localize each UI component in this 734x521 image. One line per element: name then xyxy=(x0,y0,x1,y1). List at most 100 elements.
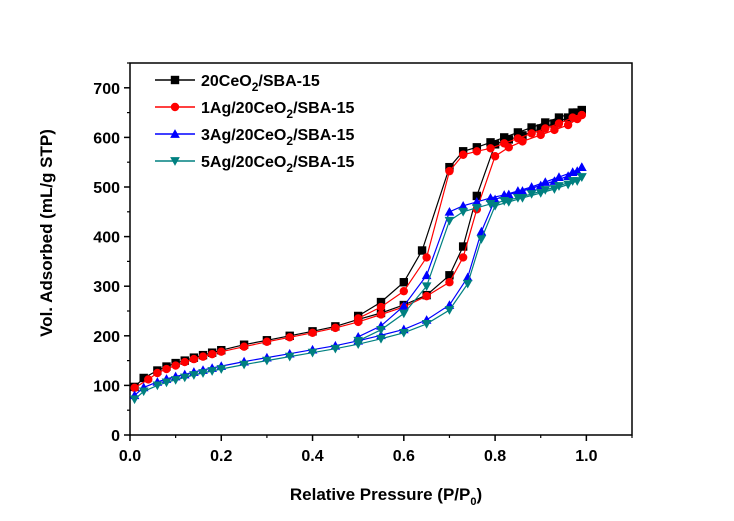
data-point xyxy=(129,395,140,405)
data-point xyxy=(189,371,199,380)
legend-label: 3Ag/20CeO2/SBA-15 xyxy=(201,127,355,148)
data-point xyxy=(162,364,171,374)
data-point xyxy=(554,119,564,128)
legend: 20CeO2/SBA-151Ag/20CeO2/SBA-153Ag/20CeO2… xyxy=(155,73,355,175)
data-point xyxy=(462,279,473,289)
plot-border xyxy=(129,62,633,436)
data-point xyxy=(486,138,495,147)
data-point xyxy=(144,375,153,384)
y-tick-label: 100 xyxy=(93,378,120,395)
x-axis-title-main: Relative Pressure (P/P xyxy=(290,485,470,504)
data-point xyxy=(458,207,468,217)
data-point xyxy=(499,190,510,199)
data-point xyxy=(541,124,550,133)
x-tick-label: 1.0 xyxy=(575,448,597,465)
data-point xyxy=(262,356,272,366)
data-point xyxy=(398,301,409,310)
data-point xyxy=(139,373,148,383)
data-point xyxy=(541,118,550,127)
legend-marker xyxy=(170,102,180,112)
legend-label-part: /SBA-15 xyxy=(293,127,354,144)
data-point xyxy=(198,352,208,361)
data-point xyxy=(485,193,496,202)
y-tick-label: 300 xyxy=(93,279,120,296)
y-tick-label: 0 xyxy=(111,428,120,445)
legend-marker xyxy=(170,129,180,138)
data-point xyxy=(554,172,564,181)
legend-label-part: /SBA-15 xyxy=(293,154,354,171)
data-point xyxy=(573,108,582,117)
legend-label: 5Ag/20CeO2/SBA-15 xyxy=(201,154,355,175)
data-point xyxy=(153,368,162,378)
data-point xyxy=(171,361,180,370)
data-point xyxy=(472,191,482,201)
data-point xyxy=(486,144,495,153)
series-line-adsorption xyxy=(134,166,583,396)
series-layer xyxy=(129,105,587,405)
data-point xyxy=(472,147,482,156)
data-point xyxy=(563,120,573,130)
data-point xyxy=(376,297,386,307)
data-point xyxy=(331,323,340,333)
legend-label-subscript: 2 xyxy=(252,80,259,94)
y-tick-label: 600 xyxy=(93,130,120,147)
data-point xyxy=(161,378,172,388)
data-point xyxy=(217,347,226,356)
data-point xyxy=(399,278,409,287)
data-point xyxy=(422,291,431,301)
data-point xyxy=(180,357,189,367)
data-point xyxy=(554,182,564,191)
data-point xyxy=(526,190,537,199)
data-point xyxy=(444,206,455,216)
series-line-desorption xyxy=(357,114,582,319)
data-point xyxy=(462,272,473,282)
data-point xyxy=(239,342,249,351)
data-point xyxy=(207,349,217,359)
data-point xyxy=(421,282,432,292)
data-point xyxy=(399,286,409,296)
data-point xyxy=(444,216,455,226)
data-point xyxy=(421,320,432,329)
data-point xyxy=(445,271,454,280)
data-point xyxy=(376,334,386,344)
data-point xyxy=(513,128,523,137)
legend-label-part: /SBA-15 xyxy=(293,100,354,117)
data-point xyxy=(458,253,468,262)
data-point xyxy=(130,383,139,393)
data-point xyxy=(550,125,559,135)
data-point xyxy=(485,200,496,209)
y-tick-label: 200 xyxy=(93,329,120,346)
legend-item-4: 5Ag/20CeO2/SBA-15 xyxy=(155,154,355,175)
data-point xyxy=(458,150,468,159)
data-point xyxy=(307,348,318,358)
data-point xyxy=(285,333,294,342)
data-point xyxy=(216,365,227,374)
x-tick-label: 0.6 xyxy=(393,448,415,465)
data-point xyxy=(262,337,272,346)
data-point xyxy=(568,108,577,117)
y-tick-label: 500 xyxy=(93,180,120,197)
data-point xyxy=(421,270,432,280)
data-point xyxy=(549,185,560,194)
data-point xyxy=(550,119,559,128)
data-point xyxy=(577,110,586,120)
data-point xyxy=(330,344,341,354)
y-tick-label: 400 xyxy=(93,230,120,247)
data-point xyxy=(554,113,564,122)
x-axis-title-close: ) xyxy=(476,485,482,504)
series-line-adsorption xyxy=(134,176,583,400)
series-line-desorption xyxy=(357,109,582,317)
data-point xyxy=(376,325,386,335)
data-point xyxy=(198,369,208,378)
data-point xyxy=(527,123,536,132)
y-axis: 0 100 200 300 400 500 600 700 xyxy=(93,62,130,445)
legend-marker xyxy=(170,157,180,166)
legend-label-part: 3Ag/20CeO xyxy=(201,127,286,144)
legend-item-2: 1Ag/20CeO2/SBA-15 xyxy=(155,100,355,121)
data-point xyxy=(445,166,454,176)
data-point xyxy=(513,186,523,195)
data-point xyxy=(540,186,551,195)
x-tick-label: 0.8 xyxy=(484,448,506,465)
data-point xyxy=(563,113,573,122)
data-point xyxy=(576,162,587,172)
